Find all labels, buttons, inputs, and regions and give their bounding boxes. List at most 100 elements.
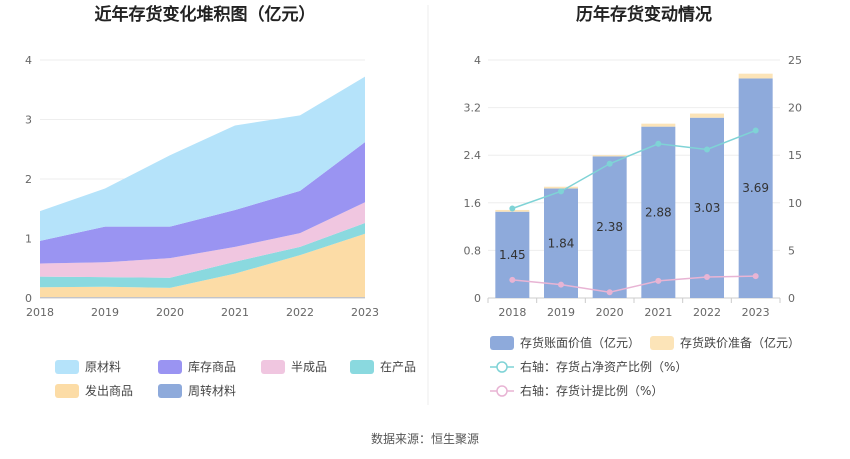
bar-data-label: 3.03: [694, 201, 721, 215]
line-右轴：存货占净资产比例（%）: [512, 129, 756, 210]
right-x-axis-ticks: 2018 2019 2020 2021 2022 2023: [487, 298, 781, 319]
legend-label: 在产品: [380, 360, 416, 374]
line-point: [655, 277, 662, 284]
line-右轴：存货计提比例（%）: [512, 275, 756, 294]
inventory-bar-chart: 历年存货变动情况 1.45 1.84 2.38 2.88 3.03 3.69 0 0.8 1.…: [464, 4, 803, 398]
bar-impairment-reserve: [592, 155, 627, 157]
data-label-bg: [740, 181, 771, 197]
data-label-bg: [643, 205, 674, 221]
right-chart-right-axis-ticks: 0 5 10 15 20 25: [788, 54, 802, 305]
x-tick-label: 2023: [351, 306, 379, 319]
line-point: [558, 188, 564, 195]
left-axis-tick-label: 1.6: [464, 197, 482, 210]
y-tick-label: 2: [25, 173, 32, 186]
legend-label: 库存商品: [188, 359, 236, 374]
x-tick-label: 2021: [221, 306, 249, 319]
data-label-bg: [692, 200, 722, 216]
right-axis-tick-label: 20: [788, 102, 802, 115]
left-y-axis-ticks: 0 1 2 3 4: [25, 54, 32, 305]
left-axis-tick-label: 3.2: [464, 102, 482, 115]
legend-label: 存货账面价值（亿元）: [520, 335, 640, 350]
x-tick-label: 2020: [596, 306, 624, 319]
x-tick-label: 2022: [286, 306, 314, 319]
data-label-bg: [546, 236, 576, 252]
x-tick-label: 2022: [693, 306, 721, 319]
left-axis-tick-label: 2.4: [464, 149, 482, 162]
bar-data-label: 1.45: [499, 248, 526, 262]
line-point: [655, 140, 662, 147]
legend-swatch: [350, 360, 374, 374]
line-point: [509, 276, 516, 283]
data-source-note: 数据来源：恒生聚源: [371, 431, 479, 446]
area-发出商品: [40, 233, 365, 298]
line-point: [606, 160, 613, 167]
x-tick-label: 2023: [742, 306, 770, 319]
right-axis-tick-label: 25: [788, 54, 802, 67]
bar-data-label: 2.38: [596, 220, 623, 234]
legend-swatch: [490, 336, 514, 350]
bar-chart-title: 历年存货变动情况: [576, 4, 712, 25]
left-axis-tick-label: 4: [474, 54, 481, 67]
right-chart-left-axis-ticks: 0 0.8 1.6 2.4 3.2 4: [464, 54, 482, 305]
left-x-axis-ticks: 2018 2019 2020 2021 2022 2023: [26, 306, 379, 319]
right-axis-tick-label: 10: [788, 197, 802, 210]
bar-impairment-reserve: [544, 186, 578, 189]
right-axis-tick-label: 0: [788, 292, 795, 305]
legend-label: 周转材料: [188, 383, 236, 398]
legend-label: 存货跌价准备（亿元）: [680, 335, 800, 350]
legend-label: 右轴：存货占净资产比例（%）: [520, 359, 687, 374]
y-tick-label: 1: [25, 233, 32, 246]
x-tick-label: 2020: [156, 306, 184, 319]
stacked-area-chart: 近年存货变化堆积图（亿元） 0 1 2 3 4 2018 2019 2020 2021 2022…: [25, 4, 416, 398]
bar-data-label: 1.84: [548, 236, 575, 250]
data-label-bg: [594, 220, 625, 236]
legend-marker: [496, 361, 508, 373]
line-point: [509, 205, 516, 212]
y-tick-label: 0: [25, 292, 32, 305]
x-tick-label: 2021: [644, 306, 672, 319]
area-半成品: [40, 202, 365, 278]
line-point: [704, 274, 710, 281]
stacked-area-title: 近年存货变化堆积图（亿元）: [95, 4, 316, 25]
line-point: [752, 127, 759, 134]
left-axis-tick-label: 0: [474, 292, 481, 305]
bar-impairment-reserve: [641, 123, 676, 127]
right-legend: 存货账面价值（亿元） 存货跌价准备（亿元） 右轴：存货占净资产比例（%） 右轴：存货计…: [490, 335, 800, 398]
line-point: [606, 289, 613, 296]
legend-swatch: [261, 360, 285, 374]
legend-label: 发出商品: [85, 383, 133, 398]
legend-label: 半成品: [291, 360, 327, 374]
bar-data-label: 2.88: [645, 205, 672, 219]
legend-marker: [496, 385, 508, 397]
area-周转材料: [40, 297, 365, 298]
line-point: [704, 146, 710, 153]
inventory-bars: 1.45 1.84 2.38 2.88 3.03 3.69: [495, 73, 773, 298]
y-tick-label: 3: [25, 114, 32, 127]
area-原材料: [40, 76, 365, 241]
y-tick-label: 4: [25, 54, 32, 67]
x-tick-label: 2018: [26, 306, 54, 319]
x-tick-label: 2019: [547, 306, 575, 319]
bar-data-label: 3.69: [742, 181, 769, 195]
line-point: [752, 273, 759, 280]
legend-swatch: [55, 384, 79, 398]
x-tick-label: 2019: [91, 306, 119, 319]
right-axis-tick-label: 15: [788, 149, 802, 162]
area-库存商品: [40, 142, 365, 264]
legend-swatch: [650, 336, 674, 350]
area-在产品: [40, 223, 365, 288]
bar-impairment-reserve: [690, 113, 724, 118]
legend-swatch: [158, 384, 182, 398]
ratio-lines: [509, 127, 759, 296]
x-tick-label: 2018: [498, 306, 526, 319]
legend-label: 原材料: [85, 360, 121, 374]
left-axis-tick-label: 0.8: [464, 244, 482, 257]
bar-impairment-reserve: [738, 73, 773, 79]
stacked-areas: [40, 76, 365, 298]
line-point: [558, 281, 564, 288]
legend-swatch: [55, 360, 79, 374]
legend-label: 右轴：存货计提比例（%）: [520, 383, 663, 398]
right-axis-tick-label: 5: [788, 244, 795, 257]
